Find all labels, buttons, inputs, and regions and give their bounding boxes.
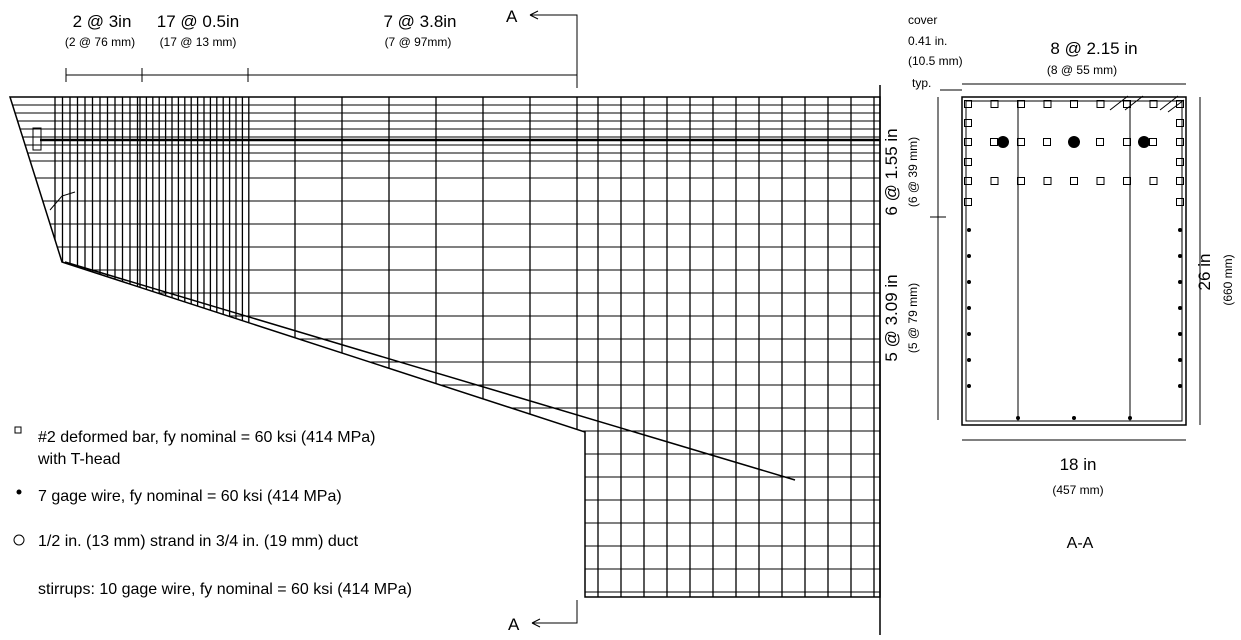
width-label: 18 in [1060, 455, 1097, 474]
height-metric: (660 mm) [1221, 254, 1235, 305]
section [940, 83, 1201, 441]
wire-symbol [967, 306, 971, 310]
wire-symbol [1178, 254, 1182, 258]
bar-symbol [1176, 198, 1184, 206]
spacing-metric: (8 @ 55 mm) [1047, 63, 1117, 77]
wire-symbol [1178, 384, 1182, 388]
bar-symbol [1176, 177, 1184, 185]
wire-symbol [1016, 416, 1020, 420]
height-label: 26 in [1195, 254, 1214, 291]
wire-symbol [1178, 358, 1182, 362]
legend-text: stirrups: 10 gage wire, fy nominal = 60 … [38, 581, 412, 598]
cover-label: 0.41 in. [908, 34, 947, 48]
anchor-plate [32, 127, 42, 151]
section-arrow [529, 10, 578, 88]
bar-symbol [1123, 177, 1131, 185]
bar-symbol [1070, 100, 1078, 108]
section-mark: A [506, 7, 518, 26]
bar-symbol [1096, 177, 1105, 185]
bar-symbol [14, 426, 22, 434]
bar-symbol [1043, 138, 1051, 146]
wire-symbol [967, 254, 971, 258]
bar-symbol [990, 100, 999, 108]
spacing-metric: (17 @ 13 mm) [160, 35, 237, 49]
strand-symbol [997, 136, 1009, 148]
section-mark: A [508, 615, 520, 634]
leader [940, 89, 1185, 113]
bar-symbol [1149, 138, 1157, 146]
bar-symbol [1123, 138, 1131, 146]
bar-symbol [1017, 177, 1025, 185]
bar-symbol [1043, 100, 1052, 108]
spacing-label: 2 @ 3in [73, 12, 132, 31]
wire-symbol [967, 358, 971, 362]
legend-text: 7 gage wire, fy nominal = 60 ksi (414 MP… [38, 488, 342, 505]
wire-symbol [1178, 280, 1182, 284]
legend-text: #2 deformed bar, fy nominal = 60 ksi (41… [38, 429, 376, 446]
wire-symbol [1178, 306, 1182, 310]
strand-symbol [1068, 136, 1080, 148]
bar-symbol [1017, 100, 1025, 108]
cover-label: typ. [912, 76, 931, 90]
bar-symbol [964, 100, 972, 108]
strand-symbol [13, 534, 25, 546]
spacing-label: 6 @ 1.55 in [882, 128, 901, 215]
bar-symbol [1176, 100, 1184, 108]
cover-label: cover [908, 13, 937, 27]
spacing-label: 17 @ 0.5in [157, 12, 239, 31]
spacing-label: 7 @ 3.8in [383, 12, 456, 31]
wire-symbol [967, 228, 971, 232]
wire-symbol [16, 489, 22, 495]
bar-symbol [1096, 100, 1105, 108]
bar-symbol [1096, 138, 1104, 146]
width-metric: (457 mm) [1052, 483, 1103, 497]
legend-text: 1/2 in. (13 mm) strand in 3/4 in. (19 mm… [38, 533, 359, 550]
cover-label: (10.5 mm) [908, 54, 963, 68]
reinforcement-grid [10, 97, 880, 597]
wire-symbol [1128, 416, 1132, 420]
bar-symbol [1070, 177, 1078, 185]
bar-symbol [1017, 138, 1025, 146]
section-title: A-A [1067, 535, 1094, 552]
bar-symbol [990, 177, 999, 185]
stirrup [965, 100, 1183, 422]
bar-symbol [1123, 100, 1131, 108]
bar-symbol [964, 138, 972, 146]
spacing-metric: (7 @ 97mm) [385, 35, 452, 49]
section-outline [961, 96, 1187, 426]
wire-symbol [1072, 416, 1076, 420]
wire-symbol [967, 280, 971, 284]
bar-symbol [964, 177, 972, 185]
bar-symbol [964, 198, 972, 206]
hook [49, 191, 76, 211]
strand-symbol [1138, 136, 1150, 148]
spacing-label: 8 @ 2.15 in [1050, 39, 1137, 58]
bar-symbol [1176, 138, 1184, 146]
bar-symbol [1176, 158, 1184, 166]
wire-symbol [1178, 332, 1182, 336]
bar-symbol [964, 119, 972, 127]
legend-text: with T-head [37, 451, 120, 468]
wire-symbol [967, 384, 971, 388]
bar-symbol [1043, 177, 1052, 185]
spacing-label: 5 @ 3.09 in [882, 274, 901, 361]
bar-symbol [1149, 100, 1158, 108]
wire-symbol [1178, 228, 1182, 232]
spacing-metric: (2 @ 76 mm) [65, 35, 135, 49]
bar-symbol [1149, 177, 1158, 185]
bar-symbol [1176, 119, 1184, 127]
bar-symbol [990, 138, 998, 146]
spacing-metric: (6 @ 39 mm) [906, 137, 920, 207]
strand [64, 261, 796, 481]
spacing-metric: (5 @ 79 mm) [906, 283, 920, 353]
wire-symbol [967, 332, 971, 336]
section-arrow [531, 600, 578, 628]
bar-symbol [964, 158, 972, 166]
